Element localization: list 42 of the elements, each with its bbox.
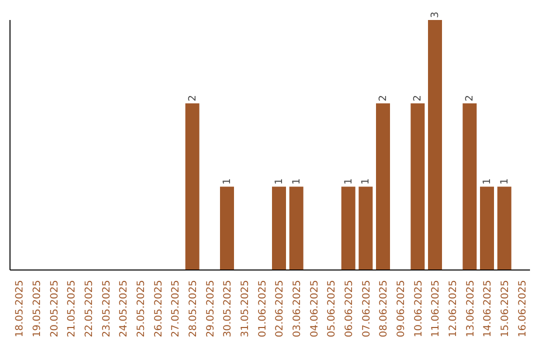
data-label: 2 bbox=[412, 94, 424, 102]
data-label: 1 bbox=[291, 178, 302, 185]
data-label: 1 bbox=[482, 178, 493, 185]
data-label: 2 bbox=[378, 94, 389, 102]
data-label: 1 bbox=[499, 178, 510, 185]
x-tick-label: 30.05.2025 bbox=[222, 280, 234, 338]
x-tick-label: 14.06.2025 bbox=[482, 280, 494, 338]
x-tick-label: 20.05.2025 bbox=[49, 280, 60, 338]
data-label: 1 bbox=[360, 178, 372, 185]
x-tick-label: 19.05.2025 bbox=[32, 280, 43, 338]
x-tick-label: 01.06.2025 bbox=[257, 280, 268, 338]
x-tick-label: 04.06.2025 bbox=[309, 280, 320, 338]
x-tick-label: 06.06.2025 bbox=[344, 280, 355, 338]
x-tick-label: 25.05.2025 bbox=[136, 280, 147, 338]
data-label: 1 bbox=[343, 178, 354, 185]
data-label: 2 bbox=[464, 94, 476, 102]
x-tick-label: 13.06.2025 bbox=[465, 280, 476, 338]
x-tick-label: 31.05.2025 bbox=[240, 280, 251, 338]
x-tick-label: 05.06.2025 bbox=[326, 280, 338, 338]
x-tick-label: 24.05.2025 bbox=[118, 280, 130, 338]
data-label: 3 bbox=[430, 12, 441, 18]
x-tick-label: 07.06.2025 bbox=[361, 280, 372, 338]
data-label: 2 bbox=[187, 94, 198, 102]
x-tick-label: 21.05.2025 bbox=[66, 280, 78, 338]
x-tick-label: 02.06.2025 bbox=[274, 280, 286, 338]
x-tick-label: 18.05.2025 bbox=[14, 280, 26, 338]
x-tick-label: 08.06.2025 bbox=[378, 280, 390, 338]
x-tick-label: 27.05.2025 bbox=[170, 280, 182, 338]
x-tick-label: 10.06.2025 bbox=[413, 280, 424, 338]
x-tick-label: 09.06.2025 bbox=[396, 280, 407, 338]
data-label: 1 bbox=[222, 178, 233, 185]
x-tick-label: 26.05.2025 bbox=[153, 280, 164, 338]
x-tick-label: 03.06.2025 bbox=[292, 280, 303, 338]
x-tick-label: 12.06.2025 bbox=[448, 280, 459, 338]
x-tick-label: 15.06.2025 bbox=[500, 280, 511, 338]
x-tick-label: 23.05.2025 bbox=[101, 280, 112, 338]
x-tick-label: 28.05.2025 bbox=[188, 280, 199, 338]
x-tick-label: 22.05.2025 bbox=[84, 280, 95, 338]
data-label: 1 bbox=[274, 178, 285, 185]
x-tick-label: 11.06.2025 bbox=[430, 280, 442, 338]
x-tick-label: 29.05.2025 bbox=[205, 280, 216, 338]
x-tick-label: 16.06.2025 bbox=[517, 280, 528, 338]
